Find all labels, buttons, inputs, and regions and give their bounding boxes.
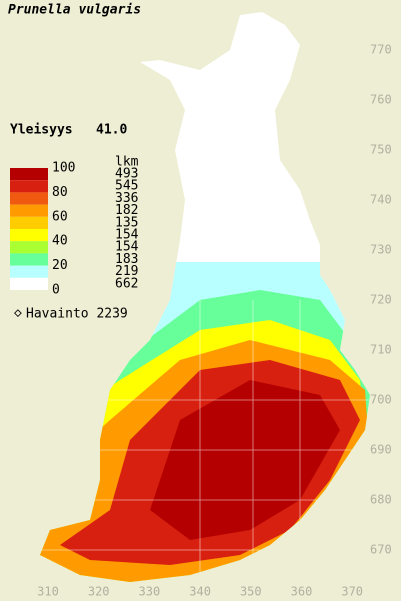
x-grid-label: 370 bbox=[341, 585, 363, 599]
x-grid-label: 340 bbox=[189, 585, 211, 599]
y-grid-label: 760 bbox=[370, 93, 392, 107]
legend-scale-label: 20 bbox=[52, 258, 68, 273]
legend-swatch bbox=[10, 192, 48, 205]
legend-count: 545 bbox=[115, 179, 138, 194]
legend-count: 662 bbox=[115, 276, 138, 291]
legend-count: 183 bbox=[115, 252, 138, 267]
y-grid-label: 670 bbox=[370, 543, 392, 557]
legend-scale-label: 60 bbox=[52, 209, 68, 224]
y-grid-label: 700 bbox=[370, 393, 392, 407]
legend-count: 336 bbox=[115, 191, 138, 206]
y-grid-label: 720 bbox=[370, 293, 392, 307]
legend-swatch bbox=[10, 204, 48, 217]
legend-count: 493 bbox=[115, 167, 138, 182]
legend-swatch bbox=[10, 265, 48, 278]
y-grid-label: 730 bbox=[370, 243, 392, 257]
legend-swatch bbox=[10, 241, 48, 254]
y-grid-label: 750 bbox=[370, 143, 392, 157]
x-grid-label: 360 bbox=[291, 585, 313, 599]
x-grid-label: 330 bbox=[139, 585, 161, 599]
legend-swatch bbox=[10, 253, 48, 266]
legend-count: 182 bbox=[115, 203, 138, 218]
legend-count: 219 bbox=[115, 264, 138, 279]
legend-count: 135 bbox=[115, 215, 138, 230]
legend-scale-label: 0 bbox=[52, 283, 60, 298]
legend-count: 154 bbox=[115, 228, 139, 243]
legend-swatch bbox=[10, 180, 48, 193]
x-grid-label: 310 bbox=[37, 585, 59, 599]
legend-swatch bbox=[10, 277, 48, 290]
legend-swatch bbox=[10, 168, 48, 181]
y-grid-label: 690 bbox=[370, 443, 392, 457]
count-header: lkm bbox=[115, 155, 139, 170]
observation-marker: ◇ bbox=[14, 306, 22, 321]
legend-scale-label: 80 bbox=[52, 185, 68, 200]
legend-count: 154 bbox=[115, 240, 139, 255]
y-grid-label: 740 bbox=[370, 193, 392, 207]
y-grid-label: 770 bbox=[370, 43, 392, 57]
x-grid-label: 320 bbox=[88, 585, 110, 599]
frequency-label: Yleisyys bbox=[10, 123, 73, 138]
legend-swatch bbox=[10, 229, 48, 242]
frequency-value: 41.0 bbox=[96, 123, 127, 138]
title: Prunella vulgaris bbox=[8, 3, 141, 18]
observation-label: Havainto 2239 bbox=[26, 307, 128, 322]
legend-scale-label: 40 bbox=[52, 234, 68, 249]
legend-scale-label: 100 bbox=[52, 161, 75, 176]
y-grid-label: 680 bbox=[370, 493, 392, 507]
legend-swatch bbox=[10, 216, 48, 229]
y-grid-label: 710 bbox=[370, 343, 392, 357]
x-grid-label: 350 bbox=[240, 585, 262, 599]
